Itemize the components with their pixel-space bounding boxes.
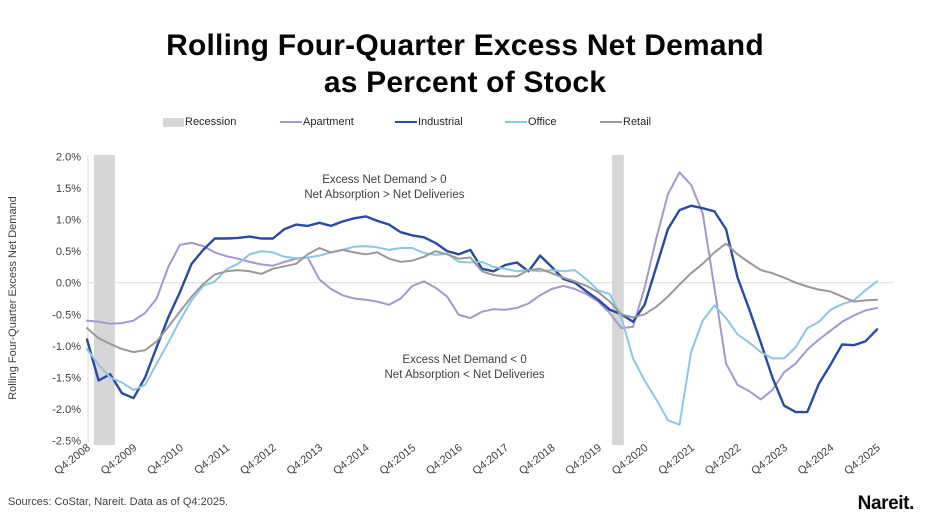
legend-item-office: Office <box>505 115 557 129</box>
legend: Recession Apartment Industrial Office Re… <box>0 115 930 131</box>
legend-label-apartment: Apartment <box>303 116 354 128</box>
annotation: Excess Net Demand < 0 Net Absorption < Ne… <box>385 354 545 381</box>
y-tick-label: -2.5% <box>52 435 81 447</box>
legend-label-office: Office <box>528 116 557 128</box>
x-tick-label: Q4:2016 <box>424 442 465 477</box>
legend-label-retail: Retail <box>623 116 652 128</box>
sources-note: Sources: CoStar, Nareit. Data as of Q4:2… <box>8 496 229 508</box>
x-tick-label: Q4:2013 <box>285 442 326 477</box>
y-tick-label: 0.5% <box>56 246 81 258</box>
y-tick-label: 2.0% <box>56 152 81 164</box>
apartment-line-swatch <box>280 120 302 124</box>
retail-line-swatch <box>600 120 622 124</box>
x-tick-label: Q4:2018 <box>517 442 558 477</box>
series-line-apartment <box>86 171 878 401</box>
y-axis-title: Rolling Four-Quarter Excess Net Demand <box>7 196 19 400</box>
x-tick-label: Q4:2023 <box>749 442 790 477</box>
x-tick-label: Q4:2024 <box>796 442 837 477</box>
y-tick-label: 1.0% <box>56 215 81 227</box>
y-tick-label: -1.0% <box>52 341 81 353</box>
y-tick-label: -0.5% <box>52 309 81 321</box>
series-line-industrial <box>85 204 879 414</box>
annotation: Excess Net Demand > 0 Net Absorption > Ne… <box>304 174 464 201</box>
x-tick-label: Q4:2021 <box>656 442 697 477</box>
x-tick-label: Q4:2011 <box>192 442 232 477</box>
y-tick-label: 1.5% <box>56 183 81 195</box>
chart-title-line1: Rolling Four-Quarter Excess Net Demand <box>166 29 764 62</box>
x-tick-label: Q4:2017 <box>470 442 511 477</box>
x-tick-label: Q4:2025 <box>842 442 883 477</box>
x-tick-label: Q4:2009 <box>99 442 140 477</box>
nareit-logo: Nareit. <box>857 493 915 514</box>
chart-title: Rolling Four-Quarter Excess Net Demand a… <box>0 27 930 101</box>
x-tick-label: Q4:2014 <box>331 442 372 477</box>
legend-item-recession: Recession <box>163 115 236 129</box>
x-tick-label: Q4:2012 <box>238 442 279 477</box>
recession-band <box>612 155 624 445</box>
chart-title-line2: as Percent of Stock <box>323 66 607 99</box>
x-tick-label: Q4:2022 <box>703 442 744 477</box>
industrial-line-swatch <box>395 120 417 124</box>
x-tick-label: Q4:2019 <box>563 442 604 477</box>
legend-label-industrial: Industrial <box>418 116 463 128</box>
recession-swatch <box>163 117 184 127</box>
legend-item-apartment: Apartment <box>280 115 354 129</box>
legend-item-retail: Retail <box>600 115 651 129</box>
series-line-office <box>86 245 878 426</box>
y-tick-label: -2.0% <box>52 404 81 416</box>
legend-item-industrial: Industrial <box>395 115 463 129</box>
office-line-swatch <box>505 120 527 124</box>
y-tick-label: 0.0% <box>56 278 81 290</box>
legend-label-recession: Recession <box>185 116 237 128</box>
series-line-retail <box>86 242 878 354</box>
x-tick-label: Q4:2015 <box>377 442 418 477</box>
x-tick-label: Q4:2010 <box>145 442 186 477</box>
recession-band <box>93 155 115 445</box>
y-tick-label: -1.5% <box>52 372 81 384</box>
x-tick-label: Q4:2020 <box>610 442 651 477</box>
